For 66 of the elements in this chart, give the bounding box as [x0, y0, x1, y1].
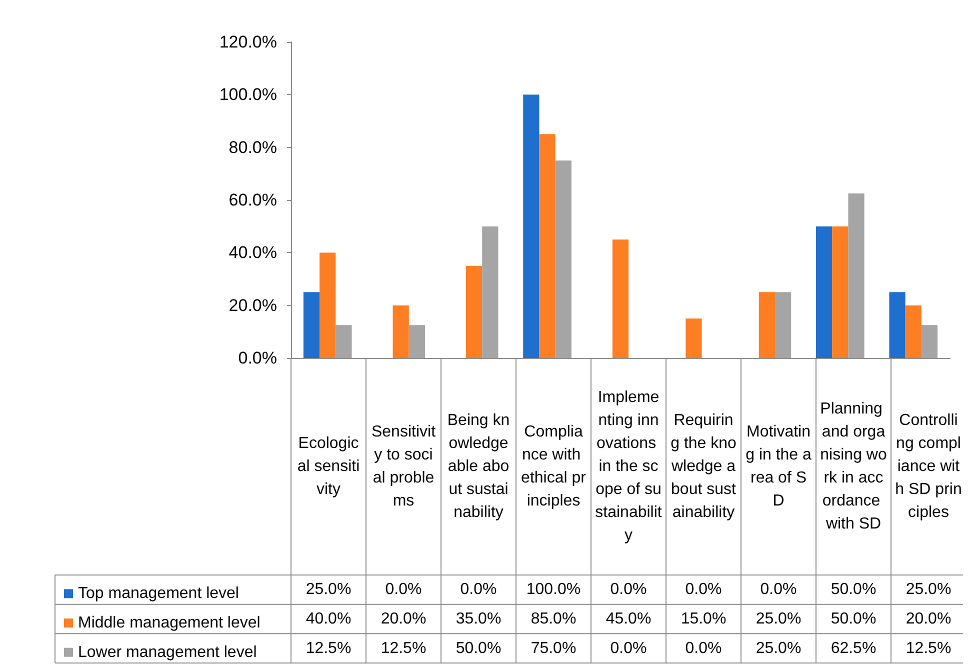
bar	[303, 292, 320, 358]
data-label: 20.0%	[906, 610, 952, 628]
bar	[816, 226, 832, 358]
data-label: 0.0%	[610, 581, 647, 598]
data-label: 25.0%	[756, 640, 802, 657]
legend-label: Middle management level	[78, 614, 260, 632]
y-tick-label: 20.0%	[228, 296, 277, 315]
x-tick-label: Planning and organising work in accordance with SD	[820, 400, 887, 532]
x-tick-label: Requiring the knowledge about sustainability	[670, 412, 737, 521]
data-label: 100.0%	[526, 581, 581, 598]
bar	[466, 266, 482, 358]
legend-label: Top management level	[78, 585, 239, 602]
bar	[336, 325, 352, 358]
x-tick-label: Being knowledgeable about sustainability	[447, 412, 510, 521]
data-label: 45.0%	[606, 610, 652, 628]
data-label: 50.0%	[830, 610, 876, 628]
bar	[686, 318, 702, 358]
data-label: 0.0%	[685, 581, 722, 598]
bar	[905, 305, 922, 358]
x-tick-label: Implementing innovations in the scope of sustainability	[595, 389, 662, 544]
legend-label: Lower management level	[78, 644, 257, 661]
data-label: 25.0%	[906, 581, 952, 598]
bar	[832, 226, 848, 358]
bar	[392, 305, 409, 358]
y-tick-label: 80.0%	[228, 138, 277, 157]
data-label: 25.0%	[306, 581, 352, 598]
y-tick-label: 0.0%	[238, 348, 277, 368]
data-label: 0.0%	[385, 581, 422, 598]
bar	[775, 292, 792, 358]
data-label: 75.0%	[530, 640, 576, 657]
data-label: 12.5%	[306, 640, 352, 657]
data-label: 0.0%	[610, 640, 647, 657]
data-label: 85.0%	[530, 610, 576, 628]
x-tick-label: Sensitivity to social problems	[371, 424, 436, 510]
data-label: 0.0%	[760, 581, 797, 598]
bar	[758, 292, 775, 358]
bar	[523, 94, 540, 358]
bar	[555, 160, 572, 358]
bar	[889, 292, 906, 358]
data-label: 12.5%	[906, 640, 952, 657]
bar	[320, 252, 336, 358]
bar	[921, 325, 938, 358]
x-tick-label: Ecological sensitivity	[297, 435, 360, 498]
data-label: 25.0%	[756, 610, 802, 628]
y-tick-label: 120.0%	[219, 32, 277, 52]
x-tick-label: Motivating in the area of SD	[746, 424, 812, 510]
bar	[408, 325, 425, 358]
data-label: 0.0%	[460, 581, 497, 598]
data-label: 20.0%	[380, 610, 426, 628]
bar	[612, 240, 629, 358]
data-label: 62.5%	[830, 640, 876, 657]
data-label: 50.0%	[456, 640, 502, 657]
x-tick-label: Compliance with ethical principles	[521, 424, 587, 510]
bar	[848, 193, 864, 358]
bar	[482, 226, 498, 358]
x-tick-label: Controlling compliance with SD principles	[895, 412, 962, 521]
data-label: 35.0%	[456, 610, 502, 628]
y-tick-label: 40.0%	[228, 243, 277, 262]
data-label: 12.5%	[380, 640, 426, 657]
bar	[539, 134, 556, 358]
data-label: 40.0%	[306, 610, 352, 628]
data-label: 0.0%	[685, 640, 722, 657]
data-label: 15.0%	[680, 610, 726, 628]
y-tick-label: 60.0%	[228, 190, 277, 210]
y-tick-label: 100.0%	[219, 85, 277, 104]
data-label: 50.0%	[830, 581, 876, 598]
